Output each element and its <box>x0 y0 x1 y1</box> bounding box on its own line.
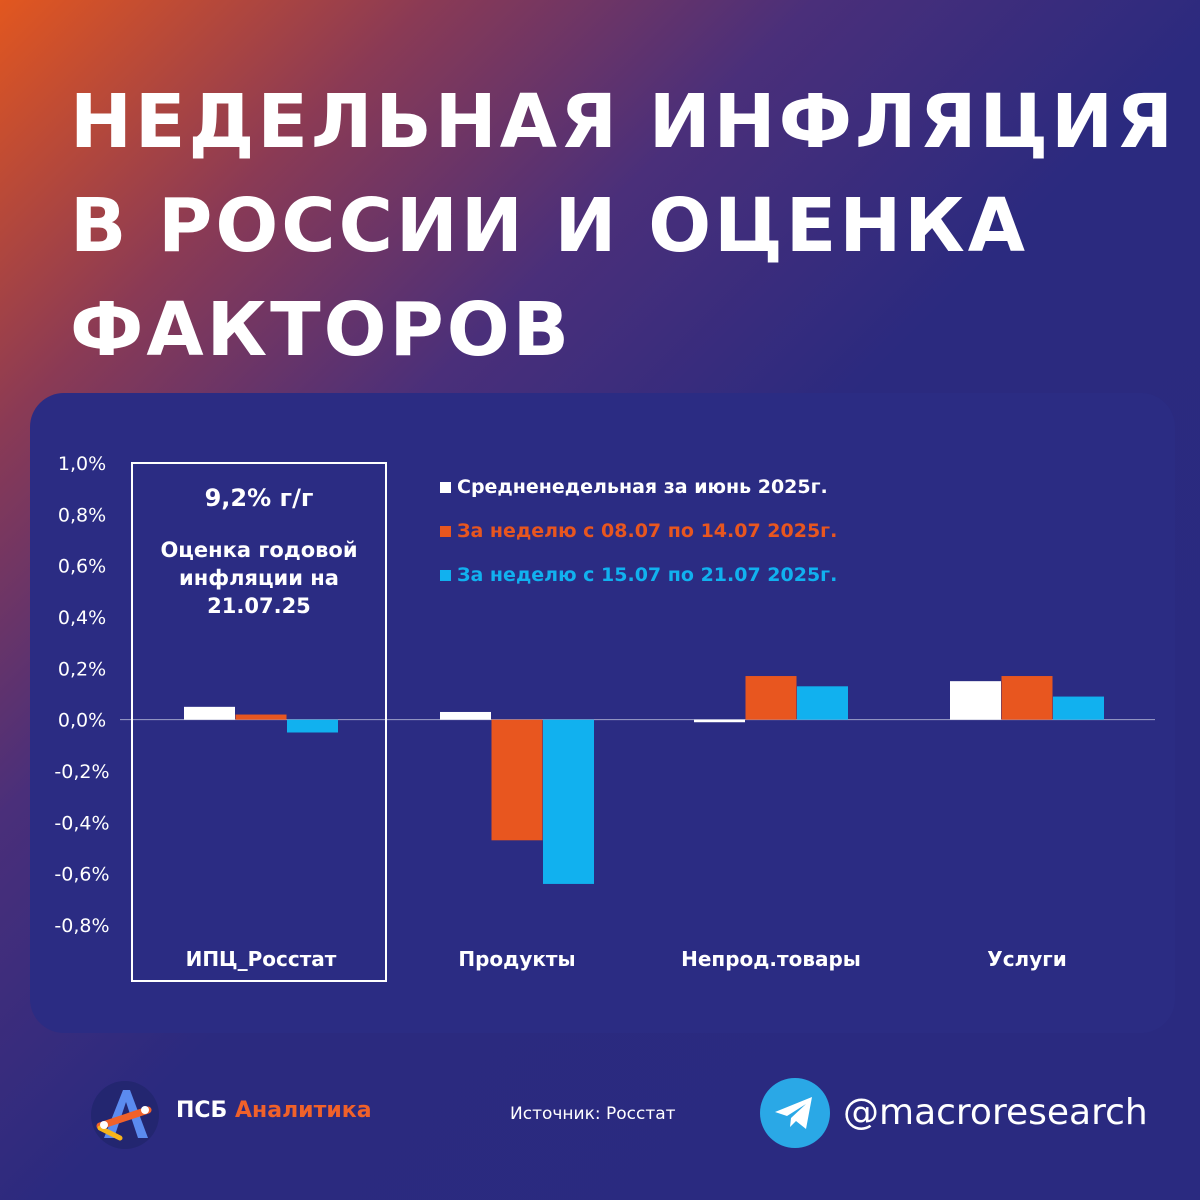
category-label: Услуги <box>987 947 1066 971</box>
psb-analytics-logo-icon <box>91 1081 159 1149</box>
telegram-handle[interactable]: @macroresearch <box>843 1092 1148 1133</box>
legend-swatch-week2 <box>440 569 451 581</box>
chart-card: 1,0% 0,8% 0,6% 0,4% 0,2% 0,0% -0,2% -0,4% -0,6% -… <box>30 393 1175 1033</box>
y-tick-label: 0,8% <box>58 504 106 526</box>
bar-1-3 <box>694 719 745 723</box>
bar-1-4 <box>950 681 1001 720</box>
telegram-icon[interactable] <box>760 1078 830 1148</box>
bar-3-4 <box>1053 696 1104 720</box>
source-note: Источник: Росстат <box>510 1104 676 1124</box>
y-tick-label: 0,4% <box>58 607 106 629</box>
legend-swatch-week1 <box>440 525 451 537</box>
page-title: НЕДЕЛЬНАЯ ИНФЛЯЦИЯ В РОССИИ И ОЦЕНКА ФАК… <box>70 70 1177 382</box>
category-label: Продукты <box>458 947 575 971</box>
bar-1-1 <box>184 706 235 720</box>
bar-chart: 1,0% 0,8% 0,6% 0,4% 0,2% 0,0% -0,2% -0,4% -0,6% -… <box>54 453 1155 971</box>
bar-2-4 <box>1001 676 1053 720</box>
bar-2-2 <box>491 719 543 841</box>
title-line-1: НЕДЕЛЬНАЯ ИНФЛЯЦИЯ <box>70 79 1177 165</box>
annual-inflation-note: Оценка годовой инфляции на 21.07.25 <box>133 536 385 620</box>
y-tick-label: -0,6% <box>54 864 109 886</box>
brand-main: ПСБ <box>176 1098 228 1123</box>
category-label: Непрод.товары <box>681 947 861 971</box>
title-line-2: В РОССИИ И ОЦЕНКА <box>70 183 1029 269</box>
bar-3-1 <box>287 719 338 733</box>
brand-accent: Аналитика <box>235 1098 372 1123</box>
legend-item-week1: За неделю с 08.07 по 14.07 2025г. <box>440 519 837 543</box>
bar-1-2 <box>440 711 491 720</box>
legend-label-week1: За неделю с 08.07 по 14.07 2025г. <box>457 520 838 542</box>
chart-legend: Средненедельная за июнь 2025г. За неделю… <box>440 475 837 607</box>
legend-label-june: Средненедельная за июнь 2025г. <box>457 476 828 498</box>
y-tick-label: -0,4% <box>54 812 109 834</box>
legend-swatch-june <box>440 481 451 493</box>
y-tick-label: 0,2% <box>58 658 106 680</box>
bar-3-2 <box>543 719 594 884</box>
annual-note-line-1: Оценка годовой <box>160 538 358 562</box>
y-tick-label: -0,2% <box>54 761 109 783</box>
annual-note-line-3: 21.07.25 <box>207 594 311 618</box>
y-tick-label: 0,0% <box>58 710 106 732</box>
y-tick-label: -0,8% <box>54 915 109 937</box>
annual-note-line-2: инфляции на <box>179 566 339 590</box>
legend-item-june: Средненедельная за июнь 2025г. <box>440 475 837 499</box>
legend-item-week2: За неделю с 15.07 по 21.07 2025г. <box>440 563 837 587</box>
bar-2-1 <box>235 714 287 720</box>
y-tick-label: 0,6% <box>58 556 106 578</box>
y-tick-label: 1,0% <box>58 453 106 475</box>
cpi-highlight-box: 9,2% г/г Оценка годовой инфляции на 21.0… <box>131 462 387 982</box>
annual-inflation-value: 9,2% г/г <box>204 484 314 512</box>
brand-name: ПСБ Аналитика <box>176 1098 372 1123</box>
title-line-3: ФАКТОРОВ <box>70 287 573 373</box>
legend-label-week2: За неделю с 15.07 по 21.07 2025г. <box>457 564 838 586</box>
bar-2-3 <box>745 676 797 720</box>
bar-3-3 <box>797 686 848 720</box>
category-label: ИПЦ_Росстат <box>186 947 337 971</box>
